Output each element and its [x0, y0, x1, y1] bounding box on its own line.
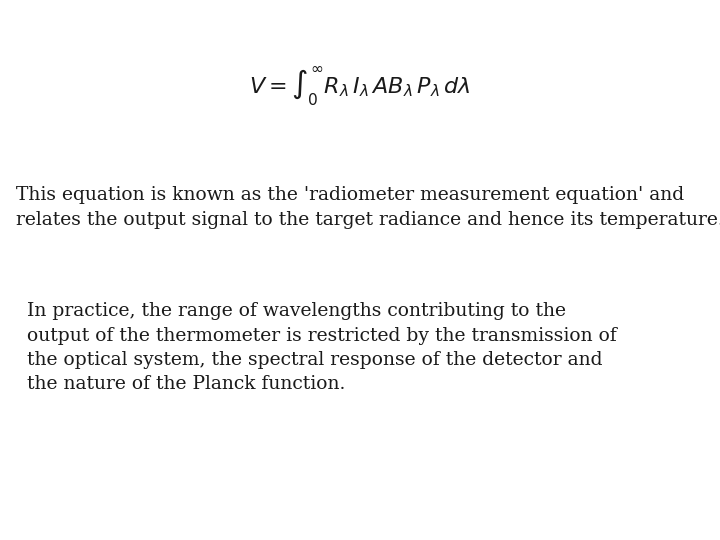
- Text: This equation is known as the 'radiometer measurement equation' and
relates the : This equation is known as the 'radiomete…: [16, 186, 720, 228]
- Text: In practice, the range of wavelengths contributing to the
output of the thermome: In practice, the range of wavelengths co…: [27, 302, 617, 393]
- Text: $V = \int_{0}^{\infty} R_{\lambda}\,I_{\lambda}\,AB_{\lambda}\,P_{\lambda}\,d\la: $V = \int_{0}^{\infty} R_{\lambda}\,I_{\…: [249, 65, 471, 108]
